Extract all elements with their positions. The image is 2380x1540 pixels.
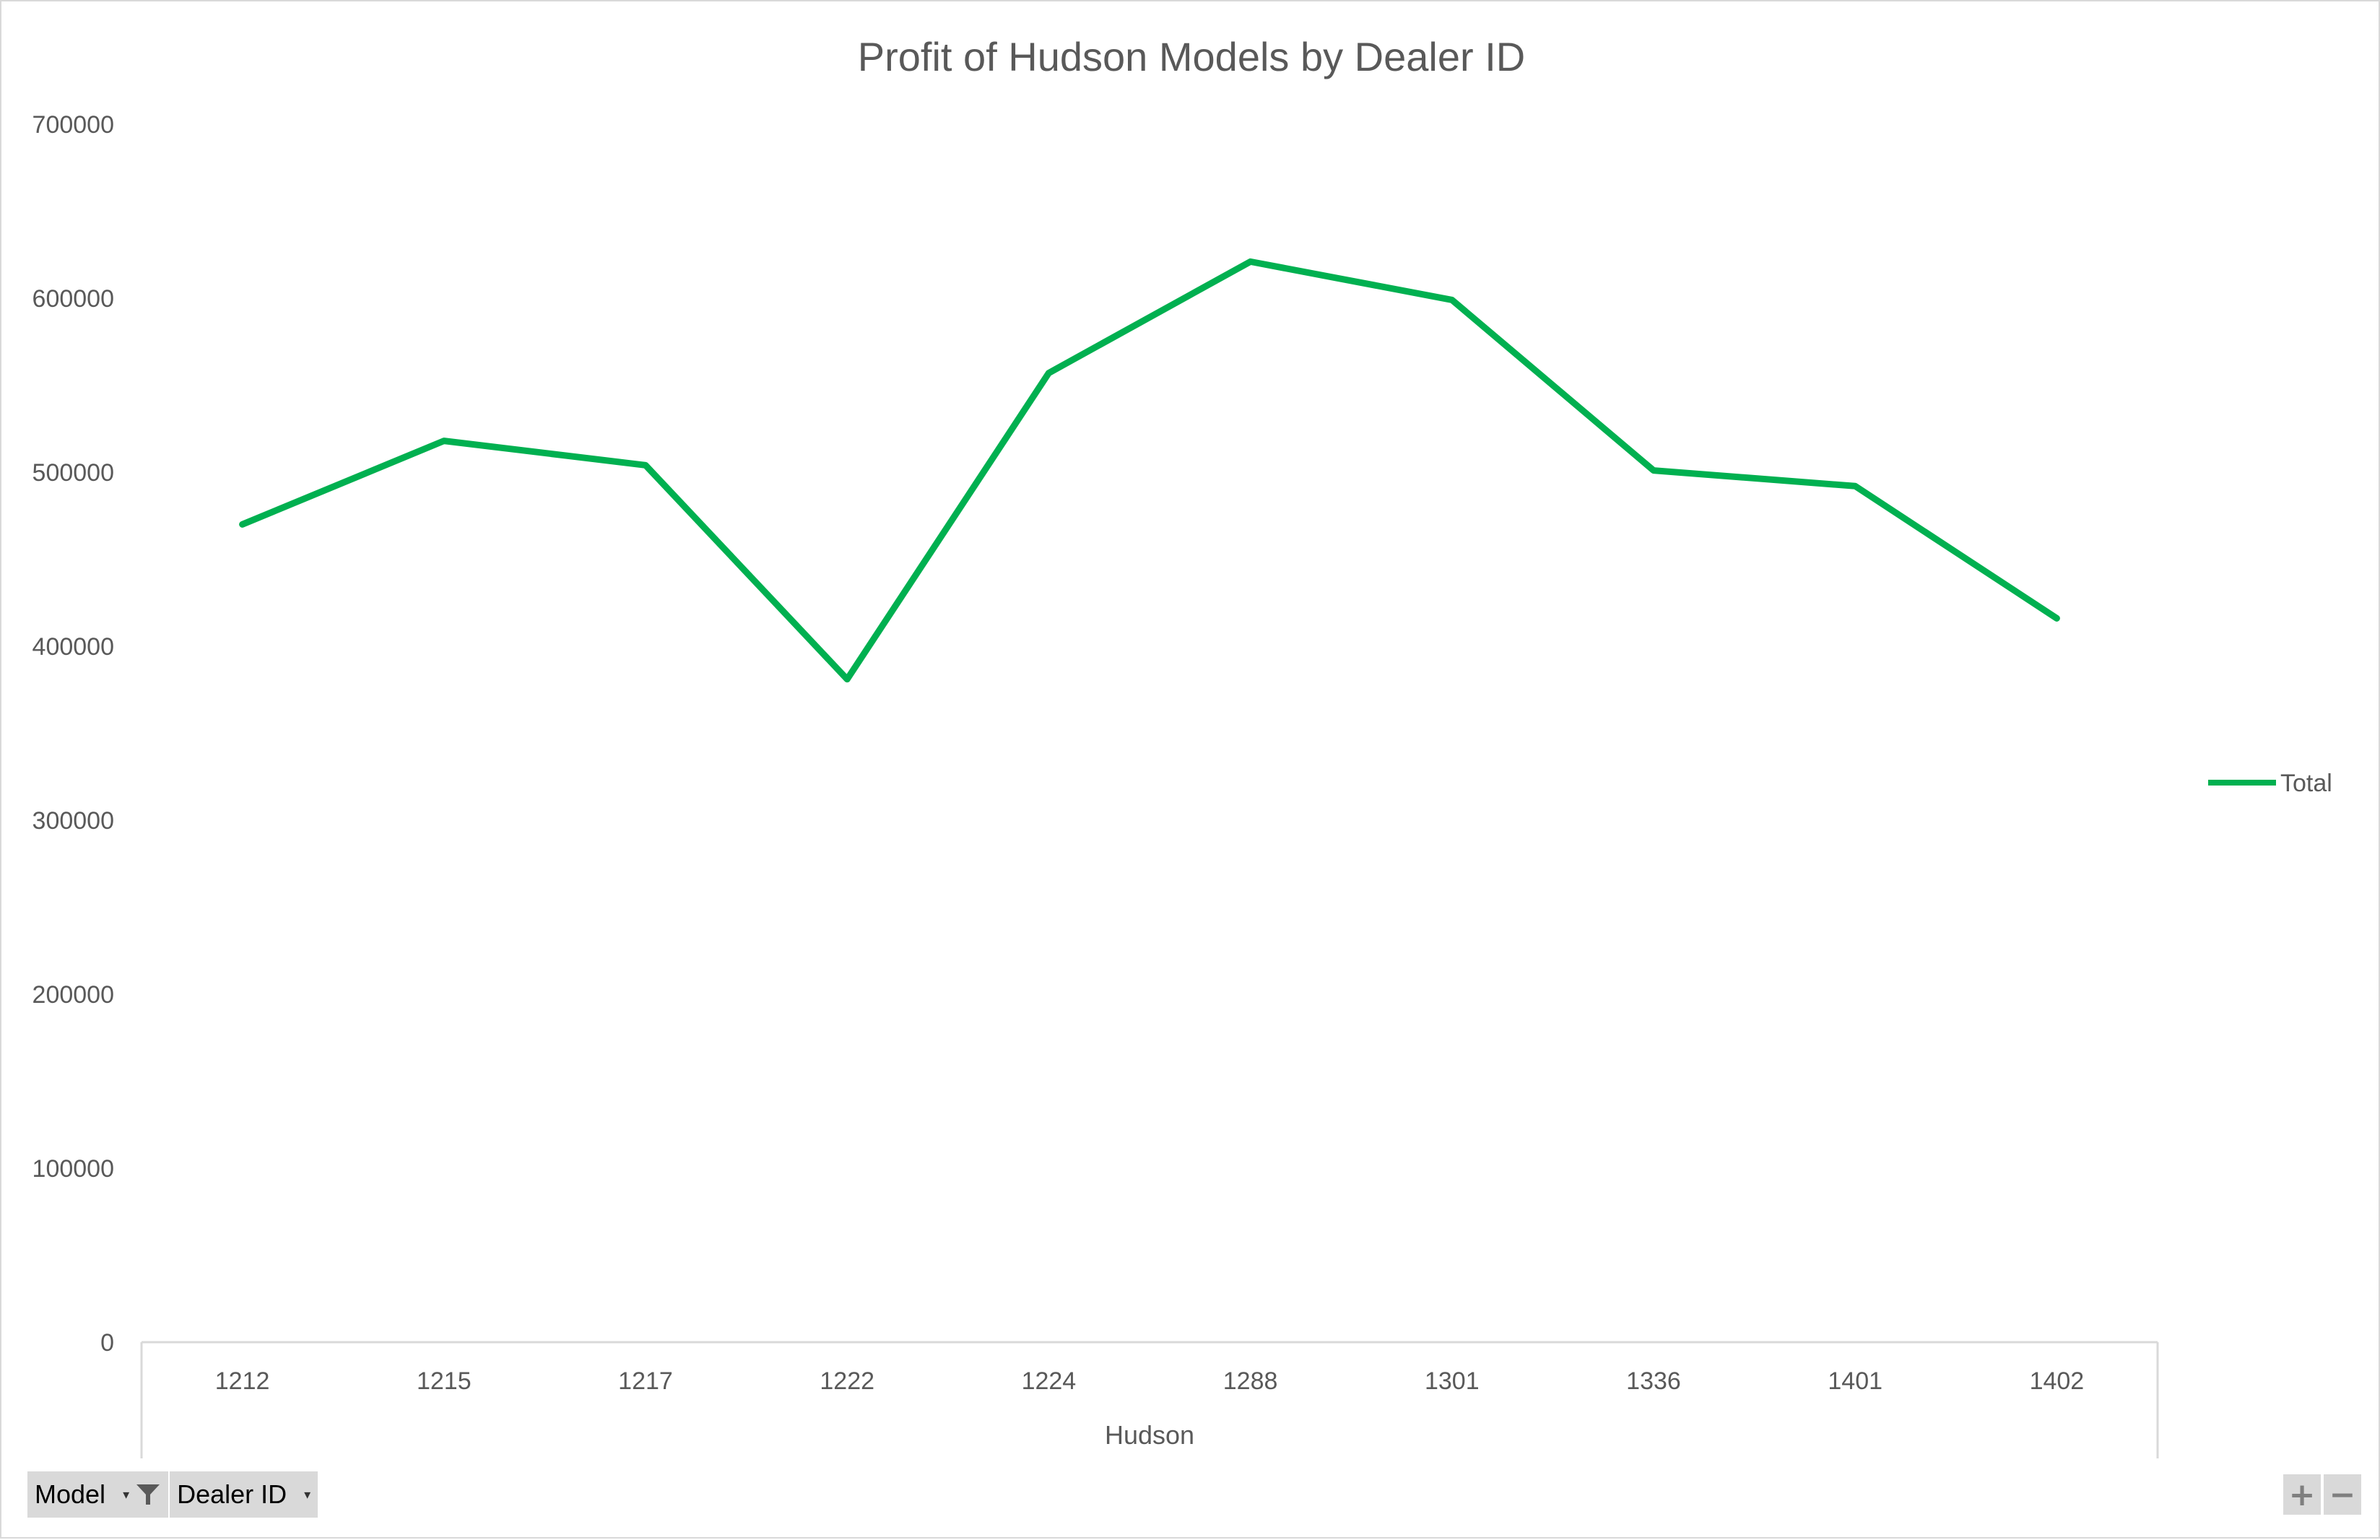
x-tick-label: 1217 bbox=[618, 1367, 673, 1395]
dealer-id-field-label: Dealer ID bbox=[177, 1479, 287, 1509]
series-line-total[interactable] bbox=[239, 258, 2060, 683]
x-tick-label: 1288 bbox=[1223, 1367, 1278, 1395]
data-point[interactable] bbox=[1247, 258, 1254, 265]
y-axis: 0 100000 200000 300000 400000 500000 600000 700… bbox=[32, 111, 114, 1357]
x-tick-label: 1222 bbox=[820, 1367, 874, 1395]
y-tick-label: 700000 bbox=[32, 111, 114, 139]
chevron-down-icon: ▾ bbox=[123, 1487, 130, 1502]
y-tick-label: 200000 bbox=[32, 981, 114, 1009]
filter-icon bbox=[136, 1484, 160, 1505]
chart-title: Profit of Hudson Models by Dealer ID bbox=[858, 34, 1525, 79]
dropdown-arrow-icon: ▾ bbox=[304, 1487, 311, 1502]
data-point[interactable] bbox=[643, 462, 648, 469]
zoom-controls: + − bbox=[2283, 1474, 2361, 1515]
data-point[interactable] bbox=[1651, 467, 1656, 474]
x-tick-label: 1212 bbox=[215, 1367, 270, 1395]
x-tick-label: 1301 bbox=[1425, 1367, 1480, 1395]
y-tick-label: 400000 bbox=[32, 633, 114, 661]
legend: Total bbox=[2208, 770, 2332, 797]
x-tick-label: 1402 bbox=[2030, 1367, 2085, 1395]
x-tick-label: 1215 bbox=[417, 1367, 472, 1395]
data-point[interactable] bbox=[1046, 370, 1052, 376]
x-axis: 1212 1215 1217 1222 1224 1288 1301 1336 1401 1402 bbox=[140, 1341, 2159, 1458]
y-tick-label: 100000 bbox=[32, 1155, 114, 1183]
data-point[interactable] bbox=[239, 521, 246, 528]
x-tick-label: 1224 bbox=[1022, 1367, 1077, 1395]
data-point[interactable] bbox=[440, 438, 447, 444]
legend-label-total: Total bbox=[2280, 770, 2332, 797]
expand-button[interactable]: + bbox=[2283, 1474, 2321, 1515]
y-tick-label: 600000 bbox=[32, 285, 114, 313]
data-point[interactable] bbox=[1449, 297, 1455, 303]
model-field-label: Model bbox=[35, 1479, 106, 1509]
dealer-id-field-button[interactable]: Dealer ID ▾ bbox=[170, 1471, 320, 1518]
data-point[interactable] bbox=[2054, 615, 2060, 622]
model-field-button[interactable]: Model ▾ bbox=[27, 1471, 170, 1518]
pivot-field-buttons: Model ▾ Dealer ID ▾ bbox=[27, 1471, 320, 1518]
y-tick-label: 0 bbox=[100, 1329, 114, 1357]
x-tick-label: 1401 bbox=[1828, 1367, 1882, 1395]
collapse-button[interactable]: − bbox=[2324, 1474, 2361, 1515]
x-tick-label: 1336 bbox=[1626, 1367, 1681, 1395]
y-tick-label: 300000 bbox=[32, 807, 114, 835]
series-layer bbox=[239, 258, 2060, 683]
x-axis-title: Hudson bbox=[1105, 1420, 1194, 1450]
y-tick-label: 500000 bbox=[32, 459, 114, 487]
data-point[interactable] bbox=[1852, 483, 1859, 490]
data-point[interactable] bbox=[844, 676, 851, 682]
